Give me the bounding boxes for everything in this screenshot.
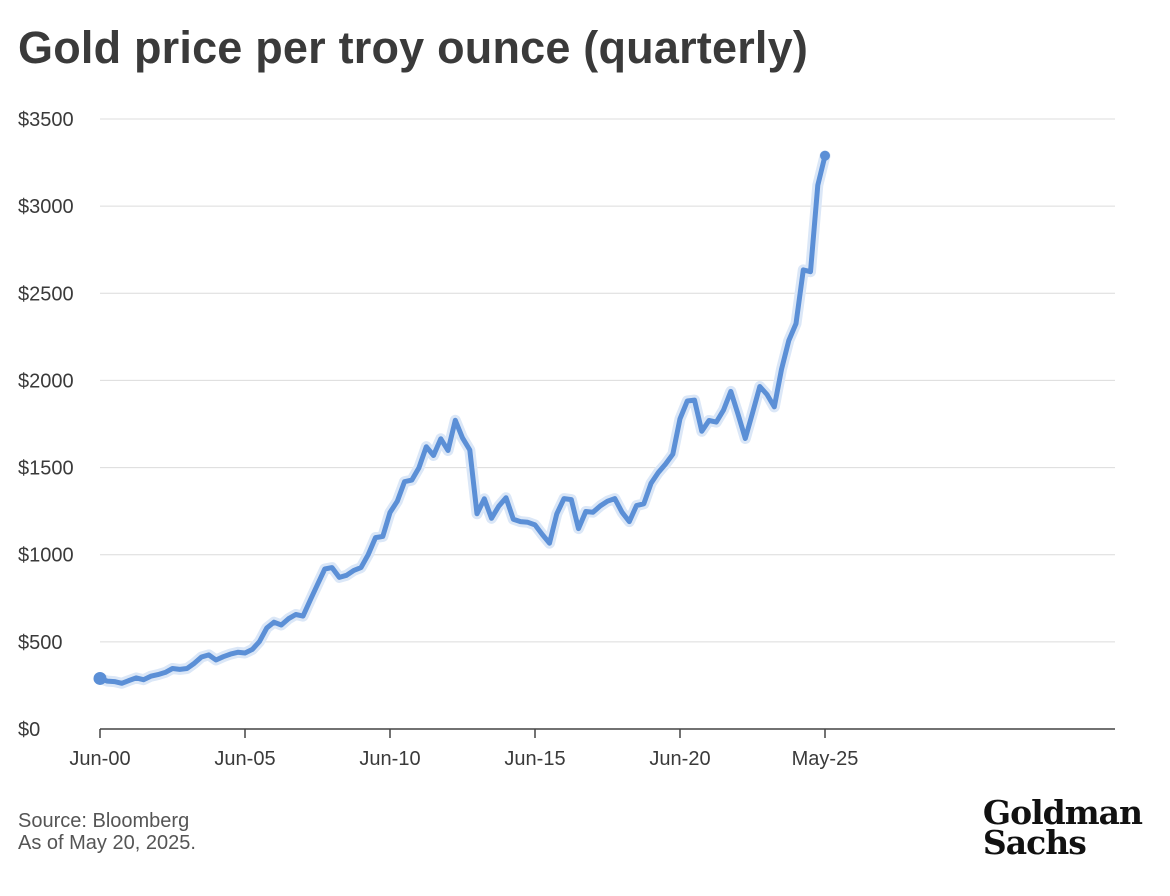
y-tick-label: $2000	[18, 370, 74, 392]
series-layer	[93, 150, 831, 689]
source-line: Source: Bloomberg	[18, 810, 190, 832]
y-tick-label: $1000	[18, 545, 74, 567]
axes: $0 $500 $1000 $1500 $2000 $2500 $3000 $3500 Jun-…	[18, 109, 1115, 770]
page-title: Gold price per troy ounce (quarterly)	[18, 22, 809, 73]
x-tick-label: May-25	[792, 748, 859, 770]
y-tick-label: $0	[18, 719, 40, 741]
x-tick-label: Jun-10	[359, 748, 420, 770]
x-tick-label: Jun-15	[504, 748, 565, 770]
y-tick-label: $1500	[18, 458, 74, 480]
goldman-sachs-logo: Goldman Sachs	[982, 793, 1143, 862]
logo-line-2: Sachs	[982, 823, 1087, 862]
gridlines	[100, 118, 1115, 643]
x-tick-label: Jun-00	[69, 748, 130, 770]
logo-line-1: Goldman	[982, 793, 1143, 832]
y-tick-label: $2500	[18, 283, 74, 305]
x-tick-label: Jun-20	[649, 748, 710, 770]
source-note: Source: Bloomberg As of May 20, 2025.	[18, 810, 196, 854]
y-tick-label: $3000	[18, 196, 74, 218]
x-tick-label: Jun-05	[214, 748, 275, 770]
y-tick-label: $500	[18, 632, 63, 654]
start-point-marker	[93, 671, 107, 685]
y-tick-label: $3500	[18, 109, 74, 131]
series-line	[97, 153, 828, 686]
as-of-line: As of May 20, 2025.	[18, 832, 196, 854]
end-point-marker	[820, 150, 830, 161]
